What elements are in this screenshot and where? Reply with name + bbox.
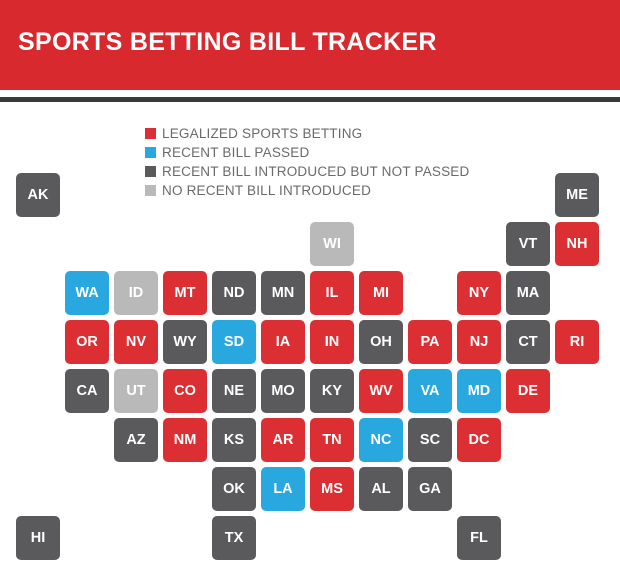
legend-swatch-legalized xyxy=(145,128,156,139)
state-tile-dc: DC xyxy=(457,418,501,462)
legend: LEGALIZED SPORTS BETTING RECENT BILL PASS… xyxy=(145,124,469,200)
state-tile-wv: WV xyxy=(359,369,403,413)
state-tile-wy: WY xyxy=(163,320,207,364)
state-tile-nv: NV xyxy=(114,320,158,364)
state-tile-in: IN xyxy=(310,320,354,364)
legend-item-legalized: LEGALIZED SPORTS BETTING xyxy=(145,124,469,143)
state-tile-sc: SC xyxy=(408,418,452,462)
state-tile-tn: TN xyxy=(310,418,354,462)
state-tile-tx: TX xyxy=(212,516,256,560)
state-tile-or: OR xyxy=(65,320,109,364)
legend-swatch-passed xyxy=(145,147,156,158)
state-tile-ga: GA xyxy=(408,467,452,511)
state-tile-mi: MI xyxy=(359,271,403,315)
legend-item-introduced: RECENT BILL INTRODUCED BUT NOT PASSED xyxy=(145,162,469,181)
header-divider xyxy=(0,97,620,102)
state-tile-ut: UT xyxy=(114,369,158,413)
header-banner: SPORTS BETTING BILL TRACKER xyxy=(0,0,620,90)
state-tile-wa: WA xyxy=(65,271,109,315)
state-tile-ok: OK xyxy=(212,467,256,511)
state-tile-la: LA xyxy=(261,467,305,511)
legend-swatch-introduced xyxy=(145,166,156,177)
state-tile-me: ME xyxy=(555,173,599,217)
legend-label: RECENT BILL PASSED xyxy=(162,145,310,160)
state-tile-ks: KS xyxy=(212,418,256,462)
legend-swatch-none xyxy=(145,185,156,196)
state-tile-va: VA xyxy=(408,369,452,413)
legend-label: RECENT BILL INTRODUCED BUT NOT PASSED xyxy=(162,164,470,179)
state-tile-id: ID xyxy=(114,271,158,315)
legend-item-passed: RECENT BILL PASSED xyxy=(145,143,469,162)
state-tile-nc: NC xyxy=(359,418,403,462)
state-tile-mo: MO xyxy=(261,369,305,413)
state-tile-ca: CA xyxy=(65,369,109,413)
state-tile-nd: ND xyxy=(212,271,256,315)
state-tile-md: MD xyxy=(457,369,501,413)
state-tile-oh: OH xyxy=(359,320,403,364)
state-tile-il: IL xyxy=(310,271,354,315)
state-tile-ms: MS xyxy=(310,467,354,511)
state-tile-al: AL xyxy=(359,467,403,511)
state-tile-sd: SD xyxy=(212,320,256,364)
state-tile-pa: PA xyxy=(408,320,452,364)
state-tile-ne: NE xyxy=(212,369,256,413)
state-tile-ri: RI xyxy=(555,320,599,364)
state-tile-mn: MN xyxy=(261,271,305,315)
state-tile-hi: HI xyxy=(16,516,60,560)
state-tile-ar: AR xyxy=(261,418,305,462)
state-tile-co: CO xyxy=(163,369,207,413)
state-tile-vt: VT xyxy=(506,222,550,266)
state-tile-ak: AK xyxy=(16,173,60,217)
state-tile-nm: NM xyxy=(163,418,207,462)
state-tile-nj: NJ xyxy=(457,320,501,364)
state-tile-ct: CT xyxy=(506,320,550,364)
state-tile-ia: IA xyxy=(261,320,305,364)
state-tile-mt: MT xyxy=(163,271,207,315)
state-tile-nh: NH xyxy=(555,222,599,266)
state-tile-wi: WI xyxy=(310,222,354,266)
state-tile-de: DE xyxy=(506,369,550,413)
legend-label: NO RECENT BILL INTRODUCED xyxy=(162,183,372,198)
page-title: SPORTS BETTING BILL TRACKER xyxy=(18,28,437,56)
state-tile-ny: NY xyxy=(457,271,501,315)
state-tile-ky: KY xyxy=(310,369,354,413)
state-tile-ma: MA xyxy=(506,271,550,315)
state-tile-az: AZ xyxy=(114,418,158,462)
legend-item-none: NO RECENT BILL INTRODUCED xyxy=(145,181,469,200)
state-tile-fl: FL xyxy=(457,516,501,560)
legend-label: LEGALIZED SPORTS BETTING xyxy=(162,126,363,141)
